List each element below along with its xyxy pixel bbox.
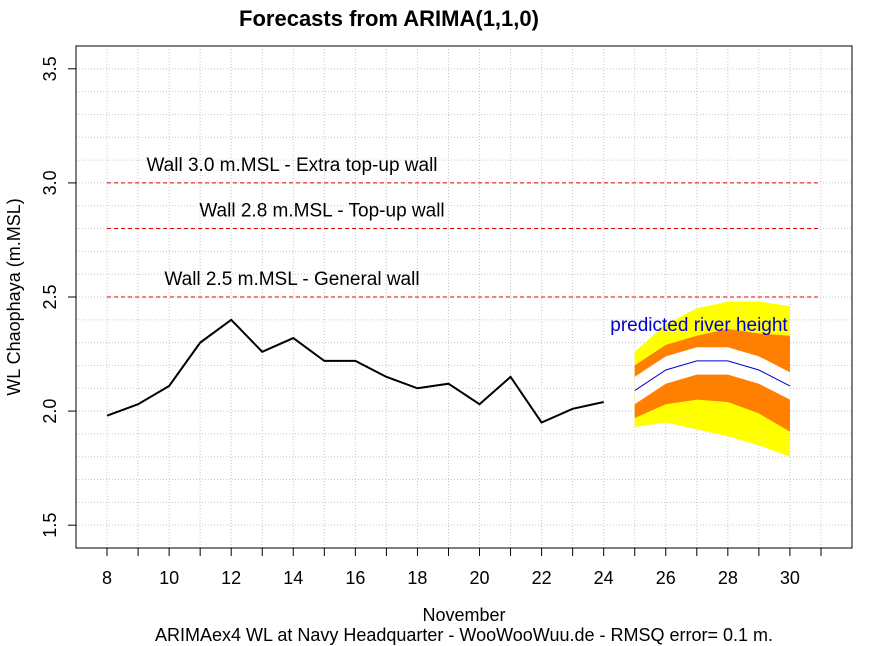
x-tick-label: 24 [594, 568, 614, 588]
y-tick-label: 1.5 [40, 513, 60, 538]
wall-lines: Wall 3.0 m.MSL - Extra top-up wall Wall 2… [107, 155, 818, 298]
y-axis-label: WL Chaophaya (m.MSL) [4, 198, 24, 395]
forecast-80-band [634, 328, 790, 432]
x-tick-label: 12 [221, 568, 241, 588]
y-axis: 1.5 2.0 2.5 3.0 3.5 [40, 56, 76, 538]
y-tick-label: 2.0 [40, 399, 60, 424]
x-tick-label: 22 [532, 568, 552, 588]
x-tick-label: 16 [345, 568, 365, 588]
x-axis: 8 10 12 14 16 18 20 22 24 26 28 30 [102, 547, 822, 588]
x-tick-label: 20 [470, 568, 490, 588]
y-tick-label: 3.0 [40, 170, 60, 195]
forecast-label: predicted river height [610, 315, 788, 336]
chart-title: Forecasts from ARIMA(1,1,0) [239, 6, 539, 31]
forecast-mean-line [634, 360, 791, 391]
x-tick-label: 28 [718, 568, 738, 588]
x-tick-label: 30 [780, 568, 800, 588]
x-tick-label: 26 [656, 568, 676, 588]
x-tick-label: 14 [283, 568, 303, 588]
y-tick-label: 3.5 [40, 56, 60, 81]
band-center-gap [634, 347, 790, 405]
chart-footer: ARIMAex4 WL at Navy Headquarter - WooWoo… [155, 625, 773, 645]
x-axis-label: November [422, 605, 505, 625]
wall-label: Wall 2.8 m.MSL - Top-up wall [199, 201, 444, 222]
y-tick-label: 2.5 [40, 284, 60, 309]
wall-label: Wall 2.5 m.MSL - General wall [164, 269, 419, 290]
x-tick-label: 10 [159, 568, 179, 588]
x-tick-label: 18 [407, 568, 427, 588]
observed-line [106, 318, 604, 424]
x-tick-label: 8 [102, 568, 112, 588]
series-lines [106, 318, 791, 424]
wall-label: Wall 3.0 m.MSL - Extra top-up wall [146, 155, 437, 176]
